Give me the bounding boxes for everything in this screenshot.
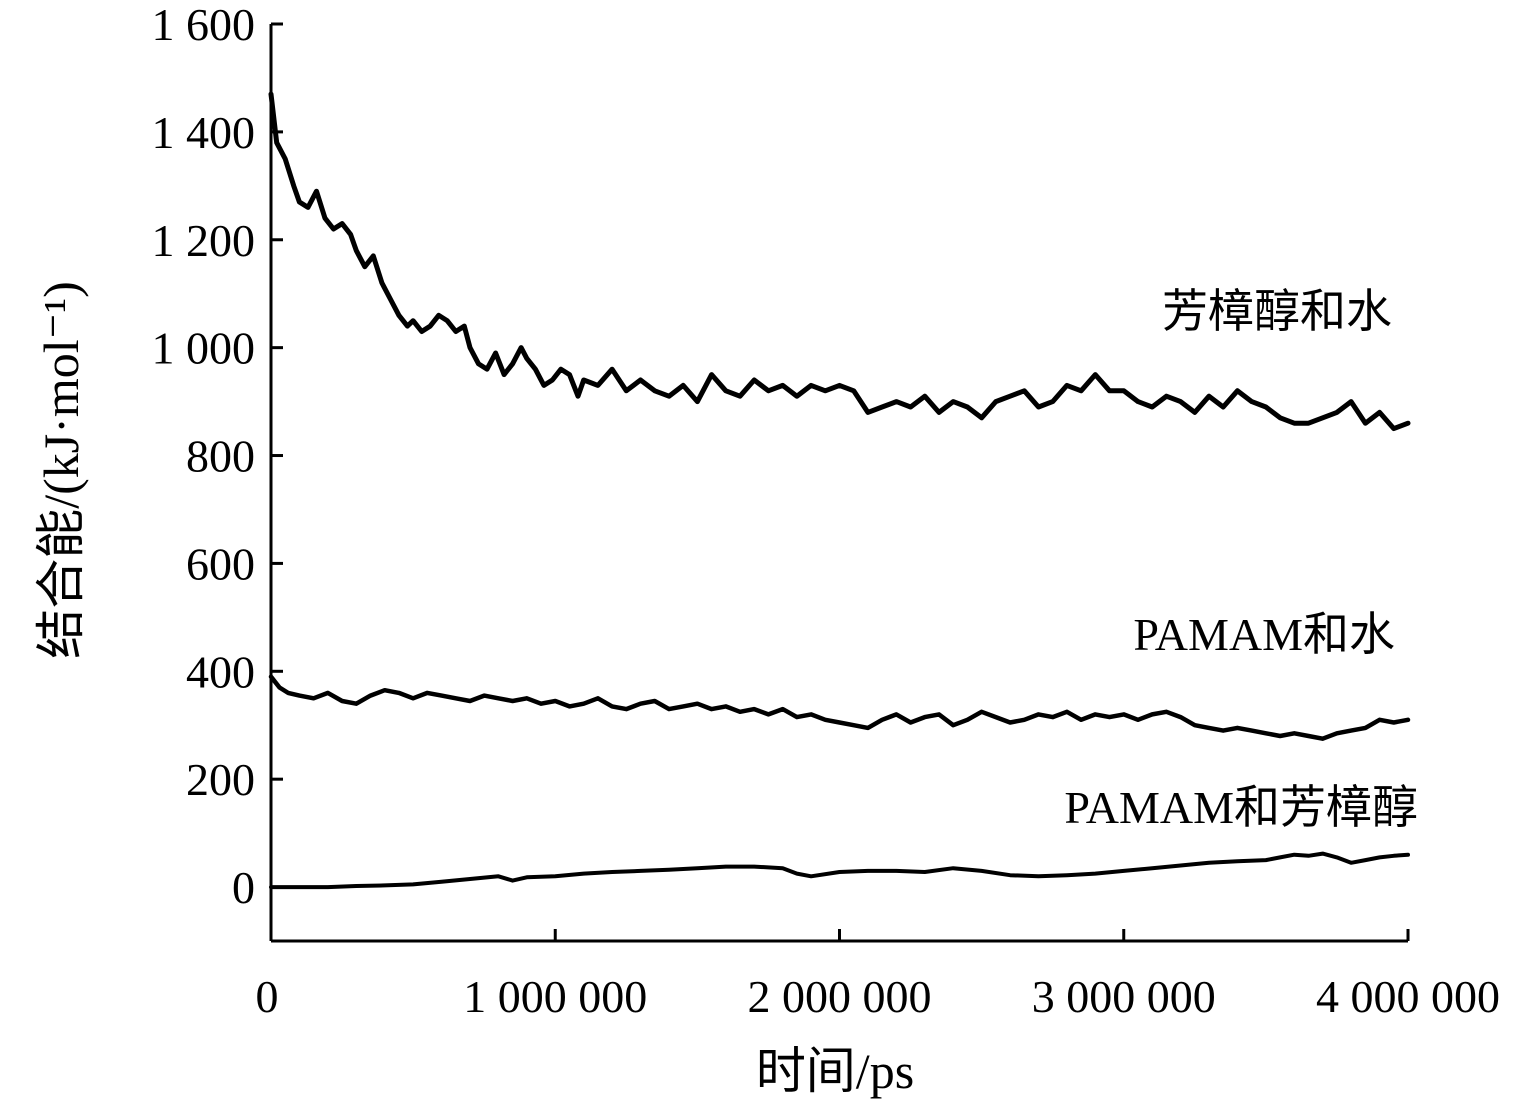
series-line-pamam-water	[268, 674, 1411, 741]
y-tick-label: 600	[186, 538, 255, 589]
series-line-pamam-linalool	[269, 851, 1410, 890]
series-group	[268, 91, 1411, 890]
y-tick-label: 400	[186, 646, 255, 697]
x-tick-label: 0	[256, 971, 279, 1022]
x-tick-label: 1 000 000	[463, 971, 647, 1022]
x-tick-label: 4 000 000	[1316, 971, 1500, 1022]
y-axis-title: 结合能/(kJ·mol⁻¹)	[33, 281, 89, 658]
series-label-pamam-water: PAMAM和水	[1133, 609, 1395, 660]
y-tick-label: 800	[186, 431, 255, 482]
series-line-linalool-water	[268, 91, 1411, 432]
y-tick-label: 1 000	[152, 323, 256, 374]
y-tick-label: 1 600	[152, 0, 256, 50]
y-tick-label: 200	[186, 754, 255, 805]
y-tick-label: 1 200	[152, 215, 256, 266]
y-tick-label: 1 400	[152, 107, 256, 158]
y-ticks: 0 200 400 600 800 1 000 1 200 1 400 1 600	[152, 0, 283, 913]
x-axis-title: 时间/ps	[756, 1043, 914, 1099]
series-label-pamam-linalool: PAMAM和芳樟醇	[1064, 782, 1418, 833]
x-tick-label: 3 000 000	[1032, 971, 1216, 1022]
x-tick-label: 2 000 000	[748, 971, 932, 1022]
series-label-linalool-water: 芳樟醇和水	[1162, 286, 1392, 337]
x-ticks: 0 1 000 000 2 000 000 3 000 000 4 000 000	[256, 929, 1500, 1022]
y-tick-label: 0	[232, 862, 255, 913]
